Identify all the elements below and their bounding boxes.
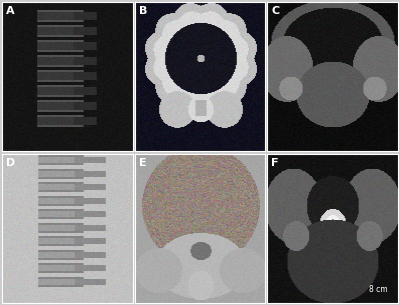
Text: A: A: [6, 6, 14, 16]
Text: E: E: [138, 158, 146, 168]
Text: D: D: [6, 158, 15, 168]
Text: F: F: [271, 158, 279, 168]
Text: B: B: [138, 6, 147, 16]
Text: C: C: [271, 6, 279, 16]
Text: 8 cm: 8 cm: [369, 285, 388, 295]
